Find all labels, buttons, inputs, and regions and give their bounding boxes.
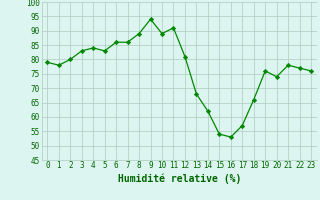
X-axis label: Humidité relative (%): Humidité relative (%)	[117, 173, 241, 184]
